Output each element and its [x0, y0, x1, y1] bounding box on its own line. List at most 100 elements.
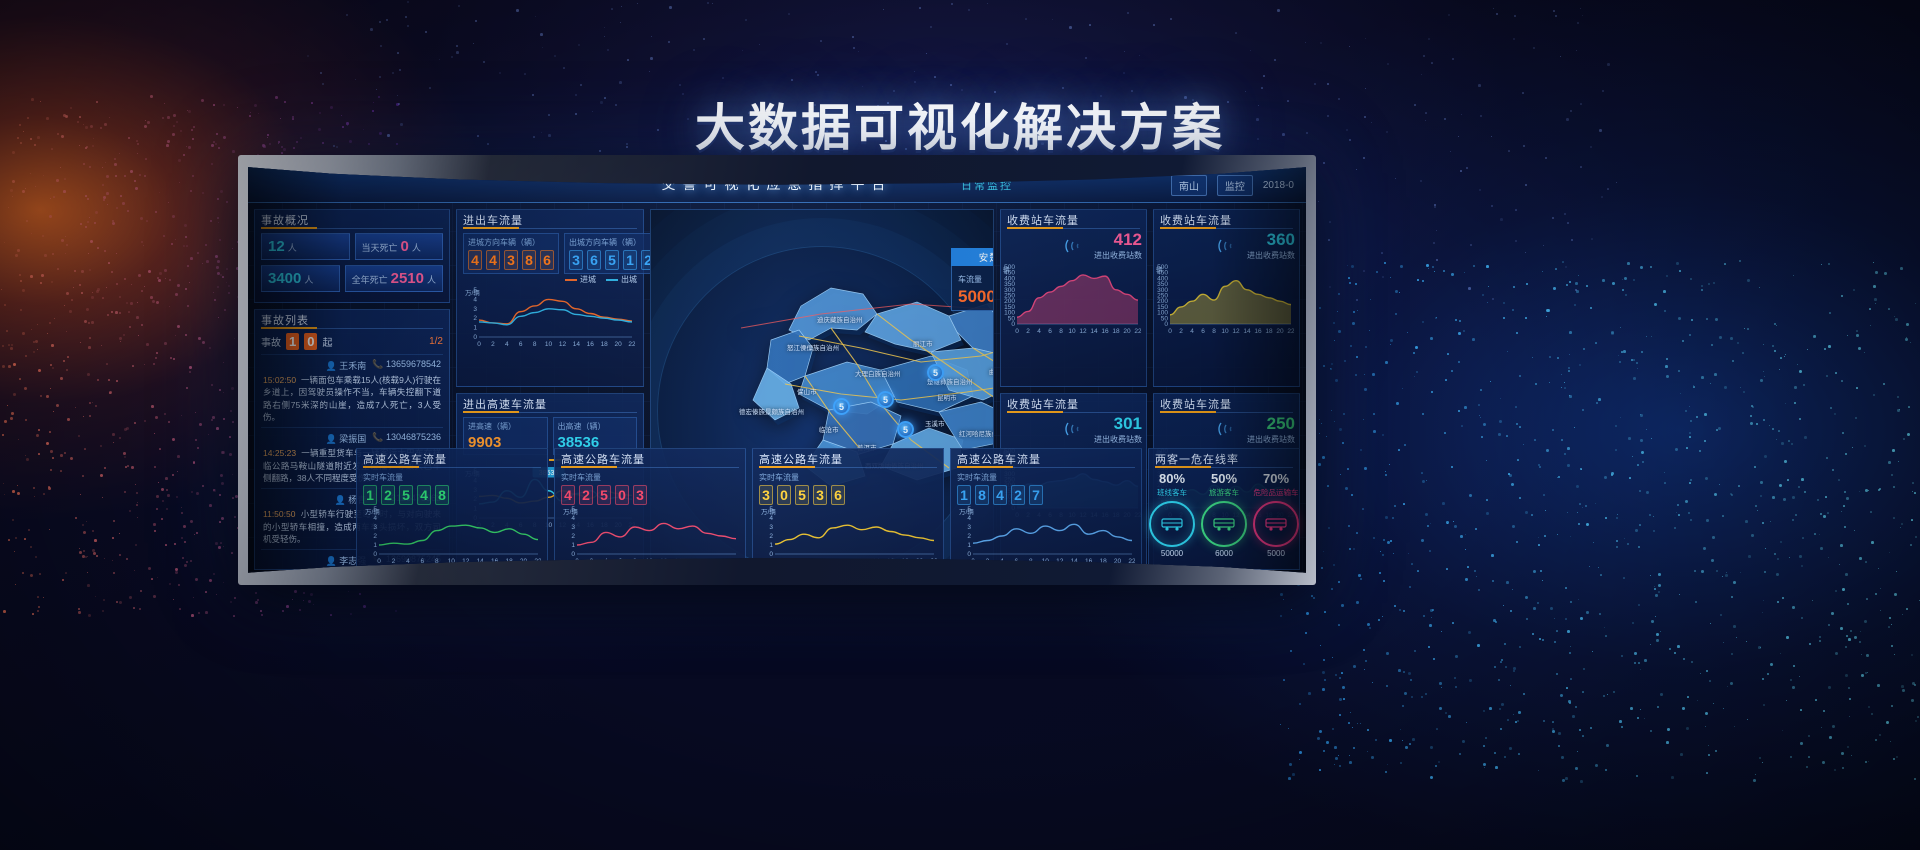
counter-in-city: 进城方向车辆（辆） 44386 [463, 233, 559, 274]
svg-text:14: 14 [1090, 328, 1098, 335]
map-label: 昆明市 [937, 392, 957, 402]
svg-text:3: 3 [967, 524, 971, 531]
svg-text:4: 4 [571, 515, 575, 522]
accident-item[interactable]: 👤 王禾南 📞 13659678542 15:02:50 一辆面包车乘载15人(核载… [261, 354, 443, 427]
toll-card-0: 收费站车流量 412 进出收费站数 [1000, 209, 1147, 387]
svg-text:0: 0 [473, 334, 477, 341]
map-tooltip-label: 车流量 [958, 275, 982, 284]
toll-gauge-value: 250 [1247, 414, 1295, 434]
accident-reporter: 👤 王禾南 📞 13659678542 [263, 359, 441, 372]
svg-text:0: 0 [571, 551, 575, 558]
digit-block: 1 [623, 250, 637, 270]
highway-card-3: 高速公路车流量 实时车流量 18427 01234502468101214161… [950, 448, 1142, 570]
signal-wave-icon [1062, 419, 1088, 439]
accident-count-row: 事故 1 0 起 1/2 [261, 333, 443, 350]
map-pin[interactable]: 5 [877, 391, 894, 408]
accident-phone: 📞 13046875236 [372, 432, 441, 445]
highway-sublabel: 实时车流量 [561, 472, 739, 483]
digit-block: 8 [522, 250, 536, 270]
inout-city-body: 进城方向车辆（辆） 44386 出城方向车辆（辆） 36512 [457, 229, 643, 353]
svg-text:2: 2 [571, 533, 575, 540]
rate-item: 50% 旅游客车 6000 [1201, 471, 1247, 558]
accident-overview-card: 事故概况 12 人 当天死亡 0 [254, 209, 450, 303]
svg-text:22: 22 [1134, 328, 1141, 335]
map-pin[interactable]: 5 [833, 398, 850, 415]
counter-label: 出城方向车辆（辆） [569, 237, 655, 248]
toll-card-1: 收费站车流量 360 进出收费站数 [1153, 209, 1300, 387]
header-chip-1[interactable]: 监控 [1217, 175, 1253, 196]
highway-sublabel: 实时车流量 [957, 472, 1135, 483]
svg-text:0: 0 [967, 551, 971, 558]
digit-block: 3 [759, 485, 773, 505]
digit-block: 6 [540, 250, 554, 270]
dashboard-screen: 交警可视化应急指挥平台 日常监控 南山 监控 2018-0 事故概况 [248, 163, 1306, 576]
bus-icon [1161, 518, 1183, 531]
svg-text:8: 8 [1059, 328, 1063, 335]
bottom-row: 高速公路车流量 实时车流量 12548 01234502468101214161… [254, 448, 1300, 570]
svg-text:4: 4 [505, 341, 509, 348]
svg-text:4: 4 [373, 515, 377, 522]
map-tooltip: 安楚高速第一监测点 车流量 5000 辆/小时 [951, 248, 994, 311]
map-label: 大理白族自治州 [855, 368, 901, 378]
highway-chart-0: 0123450246810121416182022万/辆 [363, 505, 541, 565]
svg-text:2: 2 [769, 533, 773, 540]
rate-label: 旅游客车 [1201, 487, 1247, 498]
rate-ring [1149, 501, 1195, 547]
counter-digits: 44386 [468, 250, 554, 270]
svg-text:万/辆: 万/辆 [563, 507, 578, 516]
highway-title: 高速公路车流量 [555, 449, 745, 468]
signal-wave-icon [1062, 236, 1088, 256]
wall-screen-area: 交警可视化应急指挥平台 日常监控 南山 监控 2018-0 事故概况 [248, 163, 1306, 576]
kpi-today-deaths: 当天死亡 0 人 [355, 233, 444, 260]
online-rate-title: 两客一危在线率 [1149, 449, 1299, 468]
accident-text: 15:02:50 一辆面包车乘载15人(核载9人)行驶在乡道上，因驾驶员操作不当… [263, 374, 441, 423]
highway-body: 实时车流量 18427 0123450246810121416182022万/辆 [951, 468, 1141, 570]
digit-block: 6 [831, 485, 845, 505]
svg-text:12: 12 [1232, 328, 1240, 335]
header-right: 南山 监控 2018-0 [1171, 175, 1294, 196]
highway-body: 实时车流量 12548 0123450246810121416182022万/辆 [357, 468, 547, 570]
rate-label: 危险品运输车 [1253, 487, 1299, 498]
highway-body: 实时车流量 30536 0123450246810121416182022万/辆 [753, 468, 943, 570]
highway-sublabel: 实时车流量 [363, 472, 541, 483]
toll-gauge-3: 250 进出收费站数 [1154, 413, 1299, 447]
svg-text:1: 1 [473, 325, 477, 332]
digit-block: 3 [813, 485, 827, 505]
svg-text:12: 12 [1079, 328, 1087, 335]
map-label: 玉溪市 [925, 418, 945, 428]
svg-text:6: 6 [1201, 328, 1205, 335]
counter-label: 进高速（辆） [468, 421, 543, 432]
kpi-value: 3400 [268, 270, 301, 287]
digit-block: 2 [579, 485, 593, 505]
accident-list-pagination[interactable]: 1/2 [429, 336, 443, 347]
highway-card-2: 高速公路车流量 实时车流量 30536 01234502468101214161… [752, 448, 944, 570]
digit-block: 8 [975, 485, 989, 505]
svg-text:0: 0 [377, 558, 381, 565]
accident-overview-body: 12 人 当天死亡 0 人 [255, 229, 449, 302]
bus-icon [1265, 518, 1287, 531]
svg-text:1: 1 [373, 542, 377, 549]
digit-block: 5 [399, 485, 413, 505]
digit-block: 1 [957, 485, 971, 505]
svg-text:18: 18 [1112, 328, 1120, 335]
svg-text:4: 4 [1037, 328, 1041, 335]
kpi-year-deaths: 全年死亡 2510 人 [345, 265, 443, 292]
map-pin[interactable]: 5 [897, 421, 914, 438]
svg-text:2: 2 [373, 533, 377, 540]
digit-block: 4 [468, 250, 482, 270]
map-label: 怒江傈僳族自治州 [787, 342, 839, 352]
svg-text:18: 18 [601, 341, 609, 348]
inout-city-card: 进出车流量 进城方向车辆（辆） 44386 [456, 209, 644, 387]
svg-text:6: 6 [1048, 328, 1052, 335]
rate-count: 50000 [1149, 549, 1195, 558]
header-chip-0[interactable]: 南山 [1171, 175, 1207, 196]
toll-title: 收费站车流量 [1154, 210, 1299, 229]
legend-item-out: 出城 [606, 274, 637, 285]
map-pin[interactable]: 5 [927, 364, 944, 381]
svg-text:4: 4 [967, 515, 971, 522]
highway-sublabel: 实时车流量 [759, 472, 937, 483]
kpi-unit: 人 [427, 273, 436, 286]
rate-item: 70% 危险品运输车 5000 [1253, 471, 1299, 558]
counter-label: 进城方向车辆（辆） [468, 237, 554, 248]
svg-text:16: 16 [587, 341, 595, 348]
